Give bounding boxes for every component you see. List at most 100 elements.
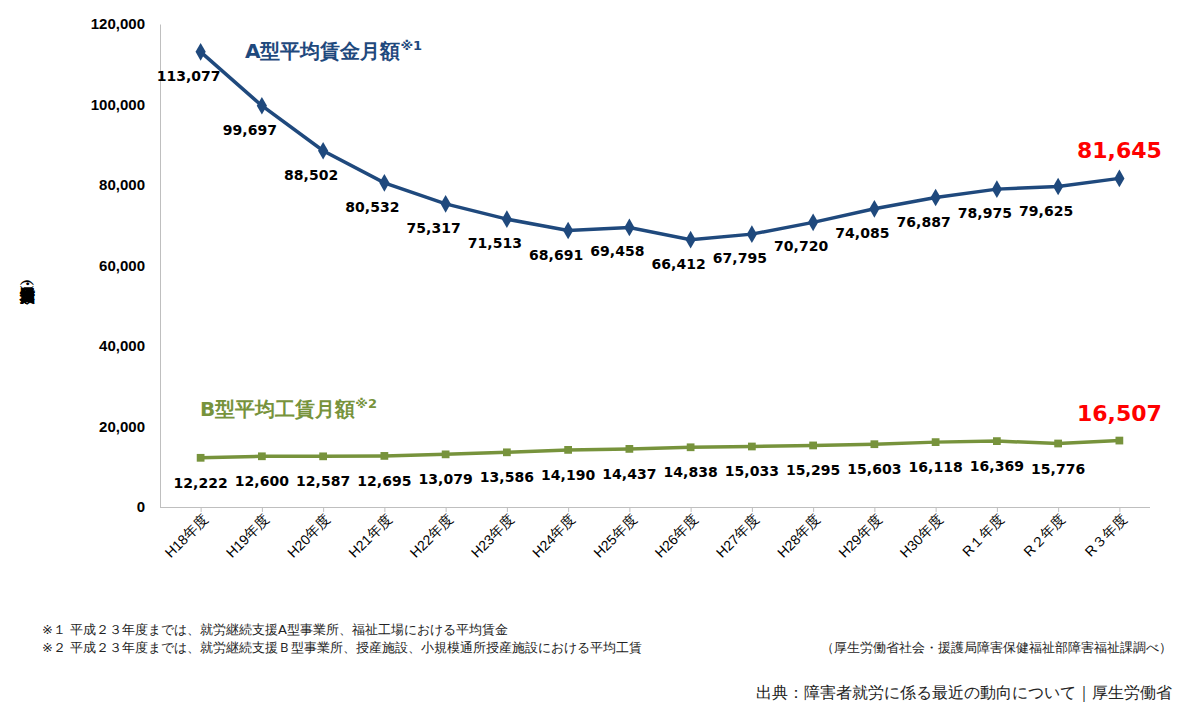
data-label: 81,645 (1077, 138, 1162, 163)
annotation: ※１ 平成２３年度までは、就労継続支援A型事業所、福祉工場における平均賃金 (42, 622, 508, 637)
x-tick: H27年度 (713, 507, 762, 561)
y-axis-title: 平均賃金・工賃月額（円） (21, 280, 37, 305)
x-tick-label: R１年度 (959, 511, 1007, 559)
data-label: 74,085 (835, 225, 889, 241)
x-tick: H21年度 (345, 507, 394, 561)
marker (932, 438, 940, 446)
marker (869, 200, 879, 218)
y-tick-label: 80,000 (99, 176, 145, 193)
marker (624, 219, 634, 237)
x-tick-label: H25年度 (590, 511, 639, 560)
data-label: 69,458 (590, 243, 644, 259)
y-axis: 020,00040,00060,00080,000100,000120,000 (91, 15, 161, 515)
data-label: 15,033 (725, 463, 779, 479)
x-tick-mark (629, 507, 630, 512)
x-tick-mark (997, 507, 998, 512)
x-tick-label: H29年度 (835, 511, 884, 560)
y-tick: 20,000 (99, 418, 160, 435)
marker (626, 445, 634, 453)
x-tick: R２年度 (1020, 507, 1068, 560)
data-label: 68,691 (529, 247, 583, 263)
marker (1054, 440, 1062, 448)
x-tick-mark (936, 507, 937, 512)
data-label: 12,695 (357, 473, 411, 489)
y-axis-line (160, 25, 161, 508)
data-label: 13,079 (419, 471, 473, 487)
marker (1053, 178, 1063, 196)
y-tick-label: 40,000 (99, 337, 145, 354)
series-name: B型平均工賃月額※2 (200, 396, 377, 421)
x-tick: H22年度 (407, 507, 456, 561)
y-tick-label: 60,000 (99, 257, 145, 274)
x-tick-mark (262, 507, 263, 512)
marker (441, 195, 451, 213)
x-tick-mark (752, 507, 753, 512)
data-label: 79,625 (1019, 203, 1073, 219)
marker (993, 437, 1001, 445)
x-tick-label: H19年度 (223, 511, 272, 560)
marker (871, 440, 879, 448)
marker (442, 450, 450, 458)
data-label: 15,295 (786, 462, 840, 478)
data-label: 75,317 (407, 220, 461, 236)
x-tick-mark (813, 507, 814, 512)
annotation: （厚生労働省社会・援護局障害保健福祉部障害福祉課調べ） (821, 640, 1172, 655)
y-tick-label: 120,000 (91, 15, 145, 32)
x-tick: H26年度 (652, 507, 701, 561)
marker (257, 97, 267, 115)
x-tick-mark (691, 507, 692, 512)
marker (808, 214, 818, 232)
data-label: 14,190 (541, 467, 595, 483)
data-label: 70,720 (774, 238, 828, 254)
x-tick: H28年度 (774, 507, 823, 561)
x-tick-label: H22年度 (407, 511, 456, 560)
x-axis: H18年度H19年度H20年度H21年度H22年度H23年度H24年度H25年度… (160, 507, 1150, 561)
x-tick-label: H23年度 (468, 511, 517, 560)
annotation: 出典：障害者就労に係る最近の動向について｜厚生労働省 (756, 683, 1172, 702)
x-tick: H23年度 (468, 507, 517, 561)
data-label: 66,412 (652, 256, 706, 272)
data-label: 16,507 (1077, 401, 1162, 426)
series-name: A型平均賃金月額※1 (245, 38, 422, 63)
data-label: 16,369 (970, 458, 1024, 474)
x-tick-mark (507, 507, 508, 512)
marker (931, 189, 941, 207)
data-label: 99,697 (223, 122, 277, 138)
chart: 020,00040,00060,00080,000100,000120,000H… (0, 0, 1200, 711)
x-tick: H19年度 (223, 507, 272, 561)
x-tick-label: H27年度 (713, 511, 762, 560)
marker (748, 443, 756, 451)
y-tick: 40,000 (99, 337, 160, 354)
marker (197, 454, 205, 462)
data-label: 71,513 (468, 235, 522, 251)
data-label: 15,776 (1031, 461, 1085, 477)
x-tick-label: H18年度 (162, 511, 211, 560)
marker (1116, 437, 1124, 445)
annotation: ※２ 平成２３年度までは、就労継続支援Ｂ型事業所、授産施設、小規模通所授産施設に… (42, 640, 642, 655)
marker (1114, 170, 1124, 188)
y-tick-label: 20,000 (99, 418, 145, 435)
data-label: 76,887 (897, 214, 951, 230)
data-label: 78,975 (958, 205, 1012, 221)
x-tick-mark (201, 507, 202, 512)
x-tick: H30年度 (897, 507, 946, 561)
x-axis-line (160, 507, 1150, 508)
x-tick-mark (568, 507, 569, 512)
series-line (201, 52, 1120, 240)
marker (502, 210, 512, 228)
x-tick: H25年度 (590, 507, 639, 561)
y-tick-label: 0 (137, 498, 145, 515)
x-tick: R３年度 (1081, 507, 1129, 560)
marker (503, 448, 511, 456)
data-label: 12,222 (174, 475, 228, 491)
x-tick-label: R２年度 (1020, 511, 1068, 559)
data-label: 13,586 (480, 469, 534, 485)
marker (686, 231, 696, 249)
y-tick: 0 (137, 498, 160, 515)
x-tick-label: H26年度 (652, 511, 701, 560)
x-tick: H29年度 (835, 507, 884, 561)
marker (747, 225, 757, 243)
data-label: 16,118 (909, 459, 963, 475)
marker (687, 443, 695, 451)
plot-area (196, 43, 1125, 462)
